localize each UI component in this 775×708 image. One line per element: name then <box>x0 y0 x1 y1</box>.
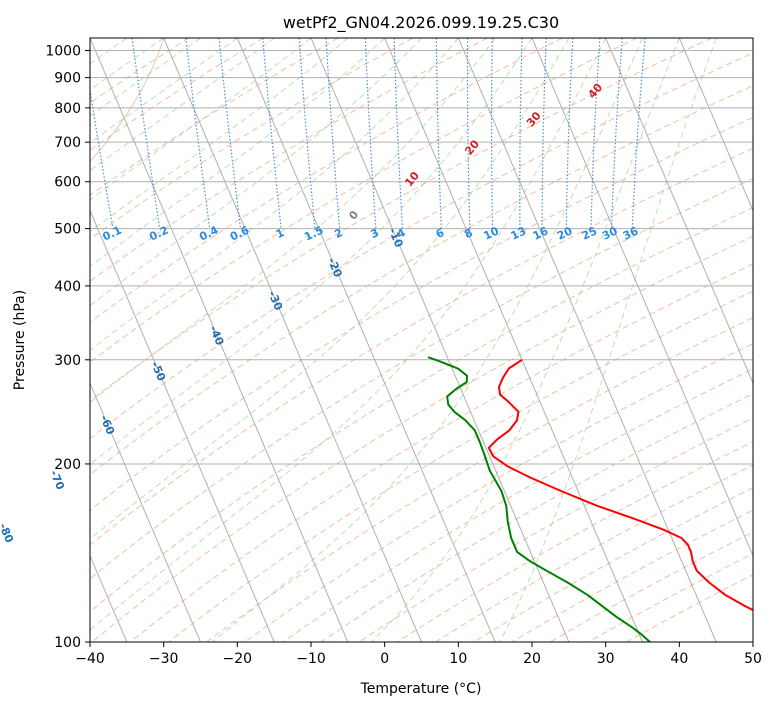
x-tick-label: 50 <box>744 651 762 667</box>
moist-adiabat <box>90 38 533 465</box>
axes-layer: −40 −30 −20 −10 0 10 20 30 40 50 100 200 300 400 500 60… <box>45 44 762 667</box>
dry-adiabat <box>90 116 753 511</box>
x-tick-label: −10 <box>296 651 326 667</box>
dewpoint-profile <box>427 356 651 642</box>
mixing-ratio-line <box>298 38 316 229</box>
y-tick-label: 700 <box>54 135 81 151</box>
mixing-ratio-line <box>262 38 282 229</box>
isotherm-gridline <box>90 38 349 642</box>
dry-adiabat <box>90 147 753 546</box>
x-tick-label: −30 <box>149 651 179 667</box>
plot-content <box>90 38 753 642</box>
mixing-ratio-line <box>466 38 471 229</box>
y-tick-label: 100 <box>54 635 81 651</box>
isotherm-gridline <box>752 38 753 40</box>
isotherm-gridline <box>384 38 643 642</box>
mixing-ratio-label: 10 <box>482 224 502 242</box>
mixing-ratio-line <box>218 38 242 229</box>
dry-adiabat <box>90 207 753 613</box>
mixing-ratio-line <box>393 38 404 229</box>
dry-adiabat <box>90 85 753 476</box>
mixing-ratio-label: 25 <box>580 224 599 242</box>
x-axis-label: Temperature (°C) <box>360 681 482 697</box>
y-tick-label: 900 <box>54 71 81 87</box>
dry-adiabat <box>206 317 753 642</box>
moist-adiabat <box>499 38 717 642</box>
moist-adiabat <box>90 38 607 631</box>
y-tick-label: 300 <box>54 353 81 369</box>
mixing-ratio-line <box>185 38 211 229</box>
isotherm-gridline <box>531 38 753 557</box>
mixing-ratio-label: 30 <box>600 224 620 242</box>
x-tick-label: 30 <box>597 651 615 667</box>
mixing-ratio-label: 16 <box>531 224 551 242</box>
dry-adiabat <box>90 38 638 363</box>
isotherm-gridline <box>90 209 275 642</box>
moist-adiabat <box>90 38 496 404</box>
x-tick-label: 0 <box>380 651 389 667</box>
y-axis-label: Pressure (hPa) <box>12 290 28 390</box>
mixing-ratio-line <box>541 38 547 229</box>
mixing-ratio-line <box>610 38 623 229</box>
mixing-ratio-line <box>131 38 161 229</box>
y-tick-label: 200 <box>54 457 81 473</box>
dry-adiabat <box>130 263 753 642</box>
mixing-ratio-line <box>435 38 442 229</box>
isotherm-gridline <box>310 38 570 642</box>
dry-adiabat <box>90 38 563 323</box>
x-tick-label: 20 <box>523 651 541 667</box>
mixing-ratio-line <box>631 38 646 229</box>
x-tick-label: 10 <box>449 651 467 667</box>
temperature-profile <box>487 358 753 612</box>
x-tick-label: 40 <box>670 651 688 667</box>
isotherm-label: -80 <box>0 521 16 545</box>
dry-adiabat <box>90 52 753 439</box>
mixing-ratio-label: 36 <box>621 224 641 242</box>
mixing-ratio-line <box>364 38 377 229</box>
mixing-ratio-label: 13 <box>509 224 528 242</box>
chart-title: wetPf2_GN04.2026.099.19.25.C30 <box>283 13 559 33</box>
y-tick-label: 1000 <box>45 44 81 60</box>
isotherm-gridline <box>90 381 201 642</box>
moist-adiabat <box>90 38 570 540</box>
y-tick-label: 800 <box>54 101 81 117</box>
mixing-ratio-line <box>565 38 574 229</box>
moist-adiabat <box>371 38 680 642</box>
isotherm-gridline <box>163 38 422 642</box>
mixing-ratio-line <box>490 38 494 229</box>
moist-adiabat <box>90 38 349 233</box>
isotherm-gridline <box>236 38 496 642</box>
moist-adiabat <box>90 38 238 144</box>
mixing-ratio-line <box>590 38 601 229</box>
plot-frame <box>89 37 754 643</box>
dry-adiabat <box>90 38 339 196</box>
mixing-ratio-label: 20 <box>555 224 575 242</box>
isotherm-gridline <box>678 38 753 212</box>
isotherm-gridline <box>457 38 717 642</box>
dry-adiabat <box>91 235 753 642</box>
y-tick-label: 600 <box>54 175 81 191</box>
moist-adiabat <box>211 38 643 642</box>
y-tick-label: 500 <box>54 222 81 238</box>
mixing-ratio-line <box>325 38 341 229</box>
dry-adiabat <box>90 38 414 240</box>
y-tick-label: 400 <box>54 279 81 295</box>
dry-adiabat <box>168 290 753 642</box>
x-tick-label: −40 <box>75 651 105 667</box>
mixing-ratio-line <box>519 38 523 229</box>
isotherm-gridline <box>605 38 753 385</box>
moist-adiabat <box>90 38 275 172</box>
background-curve <box>90 38 165 163</box>
x-tick-label: −20 <box>223 651 253 667</box>
